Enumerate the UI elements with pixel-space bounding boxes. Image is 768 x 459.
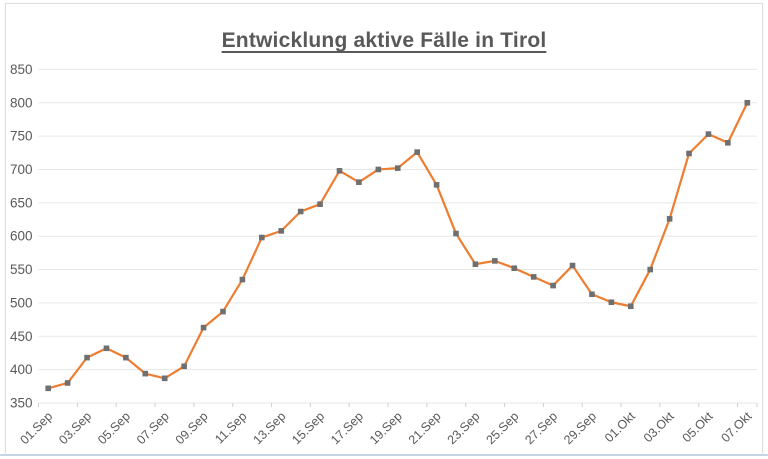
data-point-marker (239, 276, 246, 283)
data-point-marker (278, 228, 285, 234)
data-point-marker (453, 230, 459, 237)
data-point-marker (64, 380, 71, 386)
bottom-rule (0, 454, 768, 456)
data-point-marker (394, 165, 401, 171)
data-point-marker (705, 131, 712, 137)
data-point-marker (686, 150, 692, 157)
y-axis-label: 500 (10, 295, 33, 310)
y-axis-label: 350 (10, 396, 33, 411)
x-axis-label: 29.Sep (561, 409, 599, 447)
x-axis-label: 05.Okt (680, 409, 716, 445)
data-point-marker (336, 168, 343, 174)
x-axis-label: 03.Sep (56, 409, 94, 447)
data-point-marker (492, 258, 498, 264)
data-point-marker (356, 179, 362, 185)
y-axis-label: 550 (10, 262, 33, 277)
data-point-marker (375, 166, 382, 173)
x-axis-label: 01.Okt (602, 409, 638, 445)
data-point-marker (161, 375, 168, 382)
x-axis-label: 13.Sep (250, 409, 288, 447)
data-point-marker (181, 363, 187, 370)
data-point-marker (589, 291, 595, 298)
x-axis-label: 23.Sep (445, 409, 483, 447)
data-point-marker (627, 303, 634, 310)
y-axis-label: 800 (10, 95, 33, 110)
x-axis-label: 15.Sep (289, 409, 327, 447)
x-axis-label: 21.Sep (406, 409, 444, 447)
data-point-marker (45, 385, 52, 392)
data-point-marker (84, 354, 90, 361)
data-point-marker (220, 308, 226, 315)
data-point-marker (725, 139, 731, 146)
data-point-marker (297, 208, 304, 215)
data-point-marker (511, 265, 518, 272)
x-axis-label: 01.Sep (17, 409, 55, 447)
y-axis-label: 700 (10, 162, 33, 177)
data-point-marker (530, 274, 537, 280)
data-point-marker (200, 324, 207, 331)
x-axis-label: 09.Sep (173, 409, 211, 447)
data-point-marker (647, 266, 653, 273)
chart-title: Entwicklung aktive Fälle in Tirol (221, 29, 547, 52)
data-point-marker (123, 354, 129, 361)
x-axis-label: 07.Okt (718, 409, 754, 445)
data-point-marker (414, 149, 420, 155)
y-axis-label: 650 (10, 195, 33, 210)
data-point-marker (259, 234, 265, 241)
x-axis-label: 07.Sep (134, 409, 172, 447)
x-axis-label: 11.Sep (212, 409, 249, 446)
x-axis-label: 19.Sep (367, 409, 405, 447)
data-point-marker (550, 282, 556, 289)
data-point-marker (317, 201, 323, 207)
line-series (47, 101, 749, 390)
x-axis-label: 25.Sep (483, 409, 521, 447)
y-axis-label: 850 (10, 62, 33, 77)
data-point-marker (569, 262, 576, 269)
x-axis-label: 05.Sep (95, 409, 133, 447)
data-point-marker (472, 261, 479, 268)
y-axis-label: 600 (10, 229, 33, 244)
data-point-marker (103, 345, 110, 352)
x-axis-label: 03.Okt (641, 409, 677, 445)
y-axis-label: 450 (10, 329, 33, 344)
data-point-marker (142, 370, 149, 377)
y-axis-label: 400 (10, 362, 33, 377)
chart-frame (5, 3, 763, 454)
data-point-marker (666, 216, 673, 222)
x-axis-label: 27.Sep (522, 409, 560, 447)
x-axis-label: 17.Sep (328, 409, 366, 447)
data-point-marker (433, 182, 440, 188)
data-point-marker (744, 99, 751, 106)
data-point-marker (608, 299, 615, 306)
y-axis-label: 750 (10, 129, 33, 144)
